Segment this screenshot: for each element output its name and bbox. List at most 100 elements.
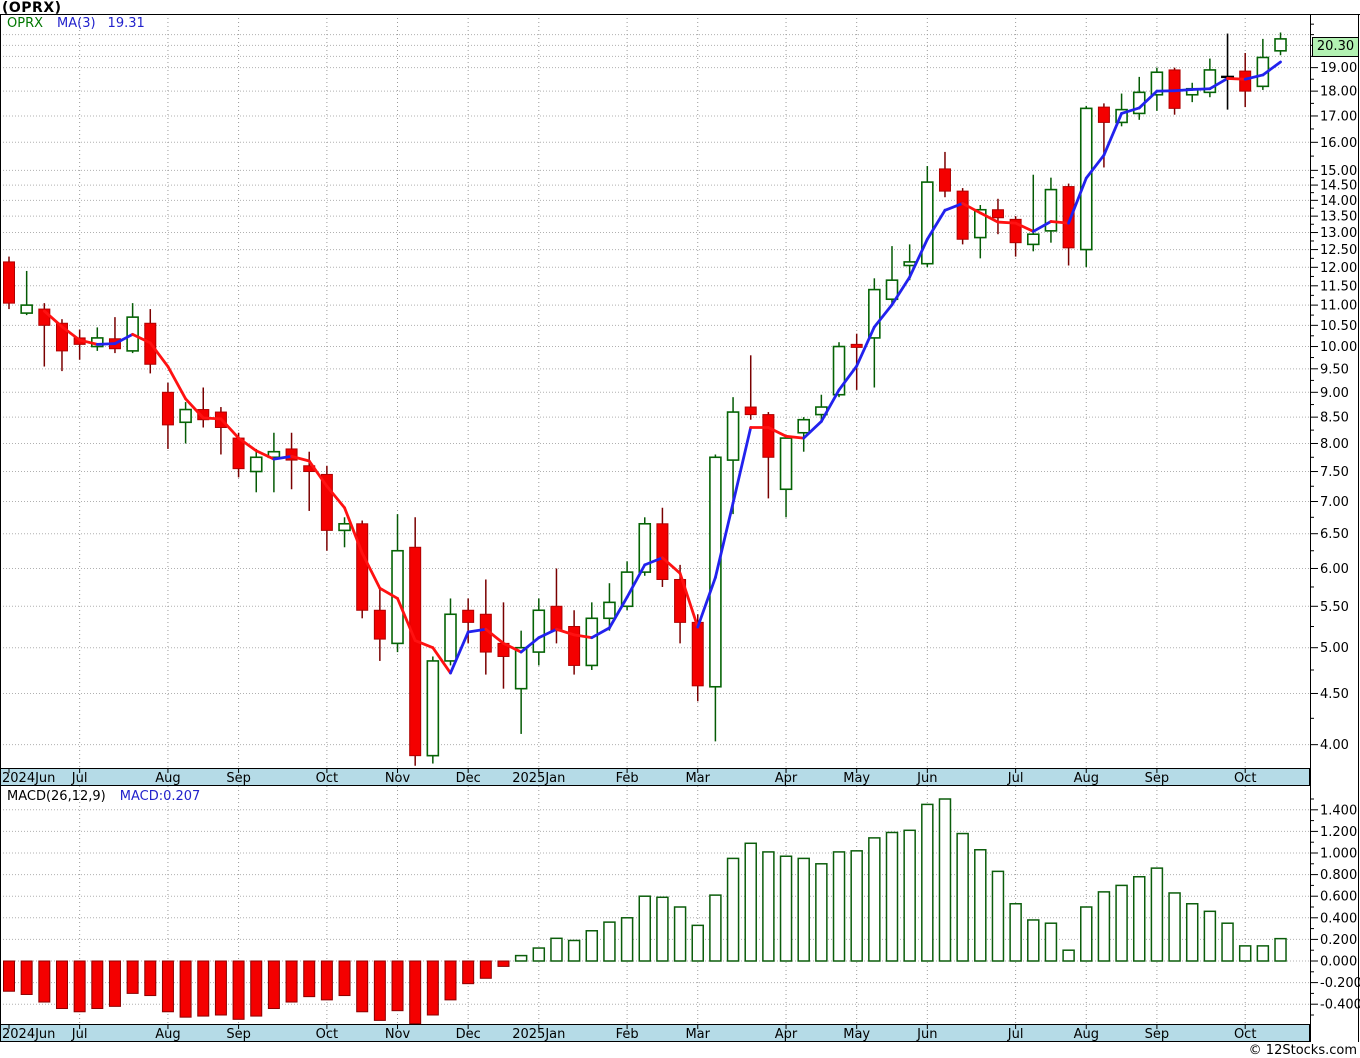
legend-ma-label: MA(3) — [57, 16, 96, 31]
legend-ma-value: 19.31 — [108, 16, 145, 31]
macd-bar-positive — [922, 804, 933, 961]
macd-bar-positive — [869, 838, 880, 961]
candle — [480, 579, 491, 674]
macd-bar-negative — [145, 961, 156, 996]
macd-bar-positive — [939, 799, 950, 961]
price-tick-label: 9.50 — [1320, 362, 1349, 377]
candle-body-up — [1028, 234, 1039, 244]
macd-histogram — [4, 799, 1287, 1024]
candle — [374, 587, 385, 661]
macd-bar-positive — [834, 852, 845, 961]
lower-month-label: 2025Jan — [512, 1027, 565, 1042]
ma-segment — [97, 344, 115, 345]
upper-month-band — [1, 769, 1310, 786]
candle — [1187, 83, 1198, 102]
candle-body-up — [781, 438, 792, 489]
upper-month-label: Nov — [385, 771, 411, 786]
macd-bar-positive — [1045, 923, 1056, 961]
candle — [939, 152, 950, 197]
candle — [1221, 34, 1234, 110]
candle-body-up — [180, 410, 191, 423]
candle — [463, 598, 474, 643]
macd-bar-positive — [675, 907, 686, 961]
ma-segment — [1175, 90, 1193, 91]
price-tick-label: 17.00 — [1320, 109, 1357, 124]
macd-bar-negative — [251, 961, 262, 1016]
candle-body-down — [939, 169, 950, 191]
macd-bar-positive — [657, 897, 668, 961]
upper-month-label: Jun — [916, 771, 937, 786]
candle-body-down — [745, 407, 756, 415]
macd-bar-negative — [445, 961, 456, 1000]
candle-body-down — [957, 191, 968, 239]
ma-segment — [203, 418, 221, 419]
lower-month-label: Sep — [226, 1027, 251, 1042]
candle — [1151, 68, 1162, 111]
candle — [127, 303, 138, 353]
price-tick-label: 4.00 — [1320, 738, 1349, 753]
macd-bar-positive — [639, 896, 650, 961]
macd-bar-positive — [728, 858, 739, 961]
candle-body-down — [162, 392, 173, 425]
candle-body-down — [992, 210, 1003, 218]
price-tick-label: 11.50 — [1320, 279, 1357, 294]
price-tick-label: 7.50 — [1320, 465, 1349, 480]
macd-bar-positive — [533, 948, 544, 961]
macd-bar-positive — [1240, 946, 1251, 961]
candle-body-down — [763, 415, 774, 458]
macd-bar-positive — [992, 871, 1003, 961]
macd-bar-negative — [498, 961, 509, 966]
candle-body-up — [1275, 39, 1286, 51]
macd-bar-negative — [392, 961, 403, 1011]
lower-month-label: Feb — [616, 1027, 639, 1042]
price-tick-label: 12.50 — [1320, 243, 1357, 258]
macd-bar-positive — [887, 832, 898, 961]
macd-bar-positive — [1257, 946, 1268, 961]
ma-segment — [821, 390, 839, 422]
candle — [427, 656, 438, 763]
lower-month-label: Jul — [1007, 1027, 1024, 1042]
candle — [516, 631, 527, 734]
price-tick-label: 6.00 — [1320, 562, 1349, 577]
candle-body-up — [21, 305, 32, 313]
candle — [922, 166, 933, 267]
macd-tick-label: 0.800 — [1320, 868, 1357, 883]
price-tick-label: 9.00 — [1320, 386, 1349, 401]
upper-month-label: Aug — [1074, 771, 1099, 786]
price-tick-label: 14.50 — [1320, 179, 1357, 194]
macd-bar-negative — [215, 961, 226, 1015]
upper-month-label: Mar — [685, 771, 710, 786]
macd-bar-positive — [516, 956, 527, 961]
candle-body-down — [551, 606, 562, 630]
macd-tick-label: 1.400 — [1320, 803, 1357, 818]
price-axis-ticks: 19.0018.0017.0016.0015.0014.5014.0013.50… — [1310, 24, 1357, 753]
macd-bar-negative — [427, 961, 438, 1015]
macd-params-label: MACD(26,12,9) — [7, 789, 106, 804]
macd-bar-negative — [39, 961, 50, 1002]
macd-bar-positive — [763, 852, 774, 961]
macd-legend: MACD(26,12,9)MACD:0.207 — [7, 789, 200, 804]
candle — [710, 454, 721, 741]
macd-bar-negative — [92, 961, 103, 1009]
candle-body-down — [357, 524, 368, 610]
ma-segment — [1228, 78, 1246, 79]
candle-body-down — [1098, 107, 1109, 122]
macd-bar-negative — [480, 961, 491, 978]
candle — [992, 199, 1003, 234]
candle-body-down — [1240, 71, 1251, 91]
macd-bar-positive — [1010, 904, 1021, 961]
macd-bar-negative — [233, 961, 244, 1019]
macd-bar-positive — [586, 931, 597, 961]
candle-body-down — [4, 262, 15, 303]
macd-bar-positive — [904, 830, 915, 961]
upper-month-label: Sep — [226, 771, 251, 786]
upper-month-label: Sep — [1145, 771, 1170, 786]
upper-month-label: Dec — [456, 771, 481, 786]
lower-month-label: Oct — [1234, 1027, 1256, 1042]
macd-bar-negative — [304, 961, 315, 997]
candle-body-up — [339, 524, 350, 531]
macd-bar-negative — [357, 961, 368, 1012]
candle-body-up — [427, 661, 438, 756]
macd-bar-positive — [1151, 868, 1162, 961]
macd-bar-negative — [198, 961, 209, 1016]
